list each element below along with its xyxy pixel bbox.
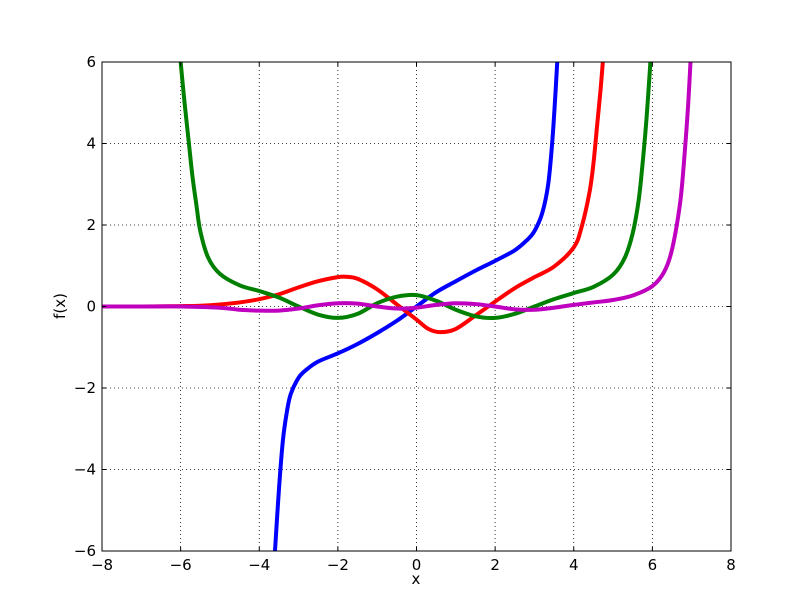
x-tick-label: 6 bbox=[648, 556, 658, 574]
series-line-2 bbox=[102, 62, 605, 335]
series-line-3 bbox=[178, 62, 653, 321]
x-tick-label: 2 bbox=[490, 556, 500, 574]
series-layer bbox=[102, 62, 693, 551]
x-tick-label: 8 bbox=[726, 556, 736, 574]
y-tick-labels: −6 −4 −2 0 2 4 6 bbox=[74, 53, 96, 560]
y-tick-label: −2 bbox=[74, 379, 96, 397]
y-tick-label: −4 bbox=[74, 461, 96, 479]
x-tick-label: −6 bbox=[170, 556, 192, 574]
x-tick-label: −2 bbox=[327, 556, 349, 574]
x-tick-label: −4 bbox=[248, 556, 270, 574]
x-tick-label: 4 bbox=[569, 556, 579, 574]
y-tick-label: 6 bbox=[86, 53, 96, 71]
y-tick-label: 4 bbox=[86, 135, 96, 153]
y-axis-label: f(x) bbox=[51, 293, 69, 319]
ticks bbox=[101, 61, 732, 552]
series-line-4 bbox=[102, 62, 693, 313]
y-tick-label: 2 bbox=[86, 216, 96, 234]
x-tick-label: −8 bbox=[91, 556, 113, 574]
x-tick-label: 0 bbox=[412, 556, 422, 574]
x-tick-labels: −8 −6 −4 −2 0 2 4 6 8 bbox=[91, 556, 736, 574]
y-tick-label: −6 bbox=[74, 542, 96, 560]
y-tick-label: 0 bbox=[86, 298, 96, 316]
x-axis-label: x bbox=[412, 570, 421, 588]
